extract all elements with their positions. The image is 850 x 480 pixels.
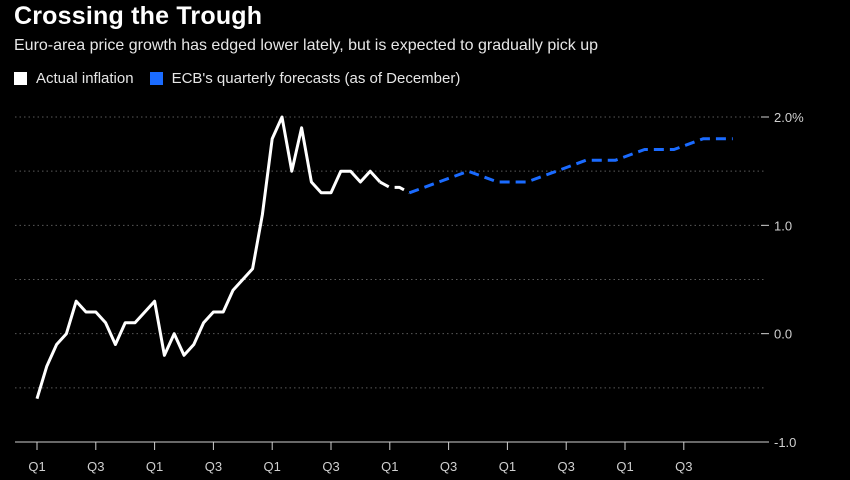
x-tick-label: Q1: [616, 459, 633, 474]
x-tick-label: Q1: [264, 459, 281, 474]
legend-item-actual: Actual inflation: [14, 70, 134, 87]
y-tick-label: -1.0: [774, 435, 796, 450]
chart-subtitle: Euro-area price growth has edged lower l…: [14, 37, 599, 54]
ecb-forecast-line: [408, 137, 733, 195]
legend-label-forecast: ECB's quarterly forecasts (as of Decembe…: [171, 70, 461, 87]
x-tick-label: Q1: [28, 459, 45, 474]
x-tick-label: Q3: [322, 459, 339, 474]
y-tick-label: 0.0: [774, 327, 792, 342]
series-lines: [35, 115, 733, 400]
chart-title: Crossing the Trough: [14, 2, 263, 30]
x-tick-label: Q3: [558, 459, 575, 474]
x-tick-label: Q3: [205, 459, 222, 474]
x-tick-label: Q1: [381, 459, 398, 474]
x-tick-label: Q1: [499, 459, 516, 474]
x-tick-label: Q3: [87, 459, 104, 474]
legend-label-actual: Actual inflation: [36, 70, 134, 87]
actual-bridge-line: [379, 180, 411, 195]
legend-swatch-forecast: [149, 72, 163, 85]
x-axis: Q1 Q3 Q1 Q3 Q1 Q3 Q1 Q3 Q1 Q3 Q1 Q3: [28, 442, 692, 474]
x-tick-label: Q3: [440, 459, 457, 474]
legend: Actual inflation ECB's quarterly forecas…: [14, 70, 476, 87]
y-tick-label: 2.0%: [774, 110, 804, 125]
y-axis: 2.0% 1.0 0.0 -1.0: [761, 110, 804, 450]
y-tick-label: 1.0: [774, 218, 792, 233]
x-tick-label: Q1: [146, 459, 163, 474]
legend-item-forecast: ECB's quarterly forecasts (as of Decembe…: [149, 70, 461, 87]
actual-inflation-line: [35, 115, 382, 400]
legend-swatch-actual: [14, 72, 27, 85]
gridlines: [15, 116, 765, 443]
x-tick-label: Q3: [675, 459, 692, 474]
